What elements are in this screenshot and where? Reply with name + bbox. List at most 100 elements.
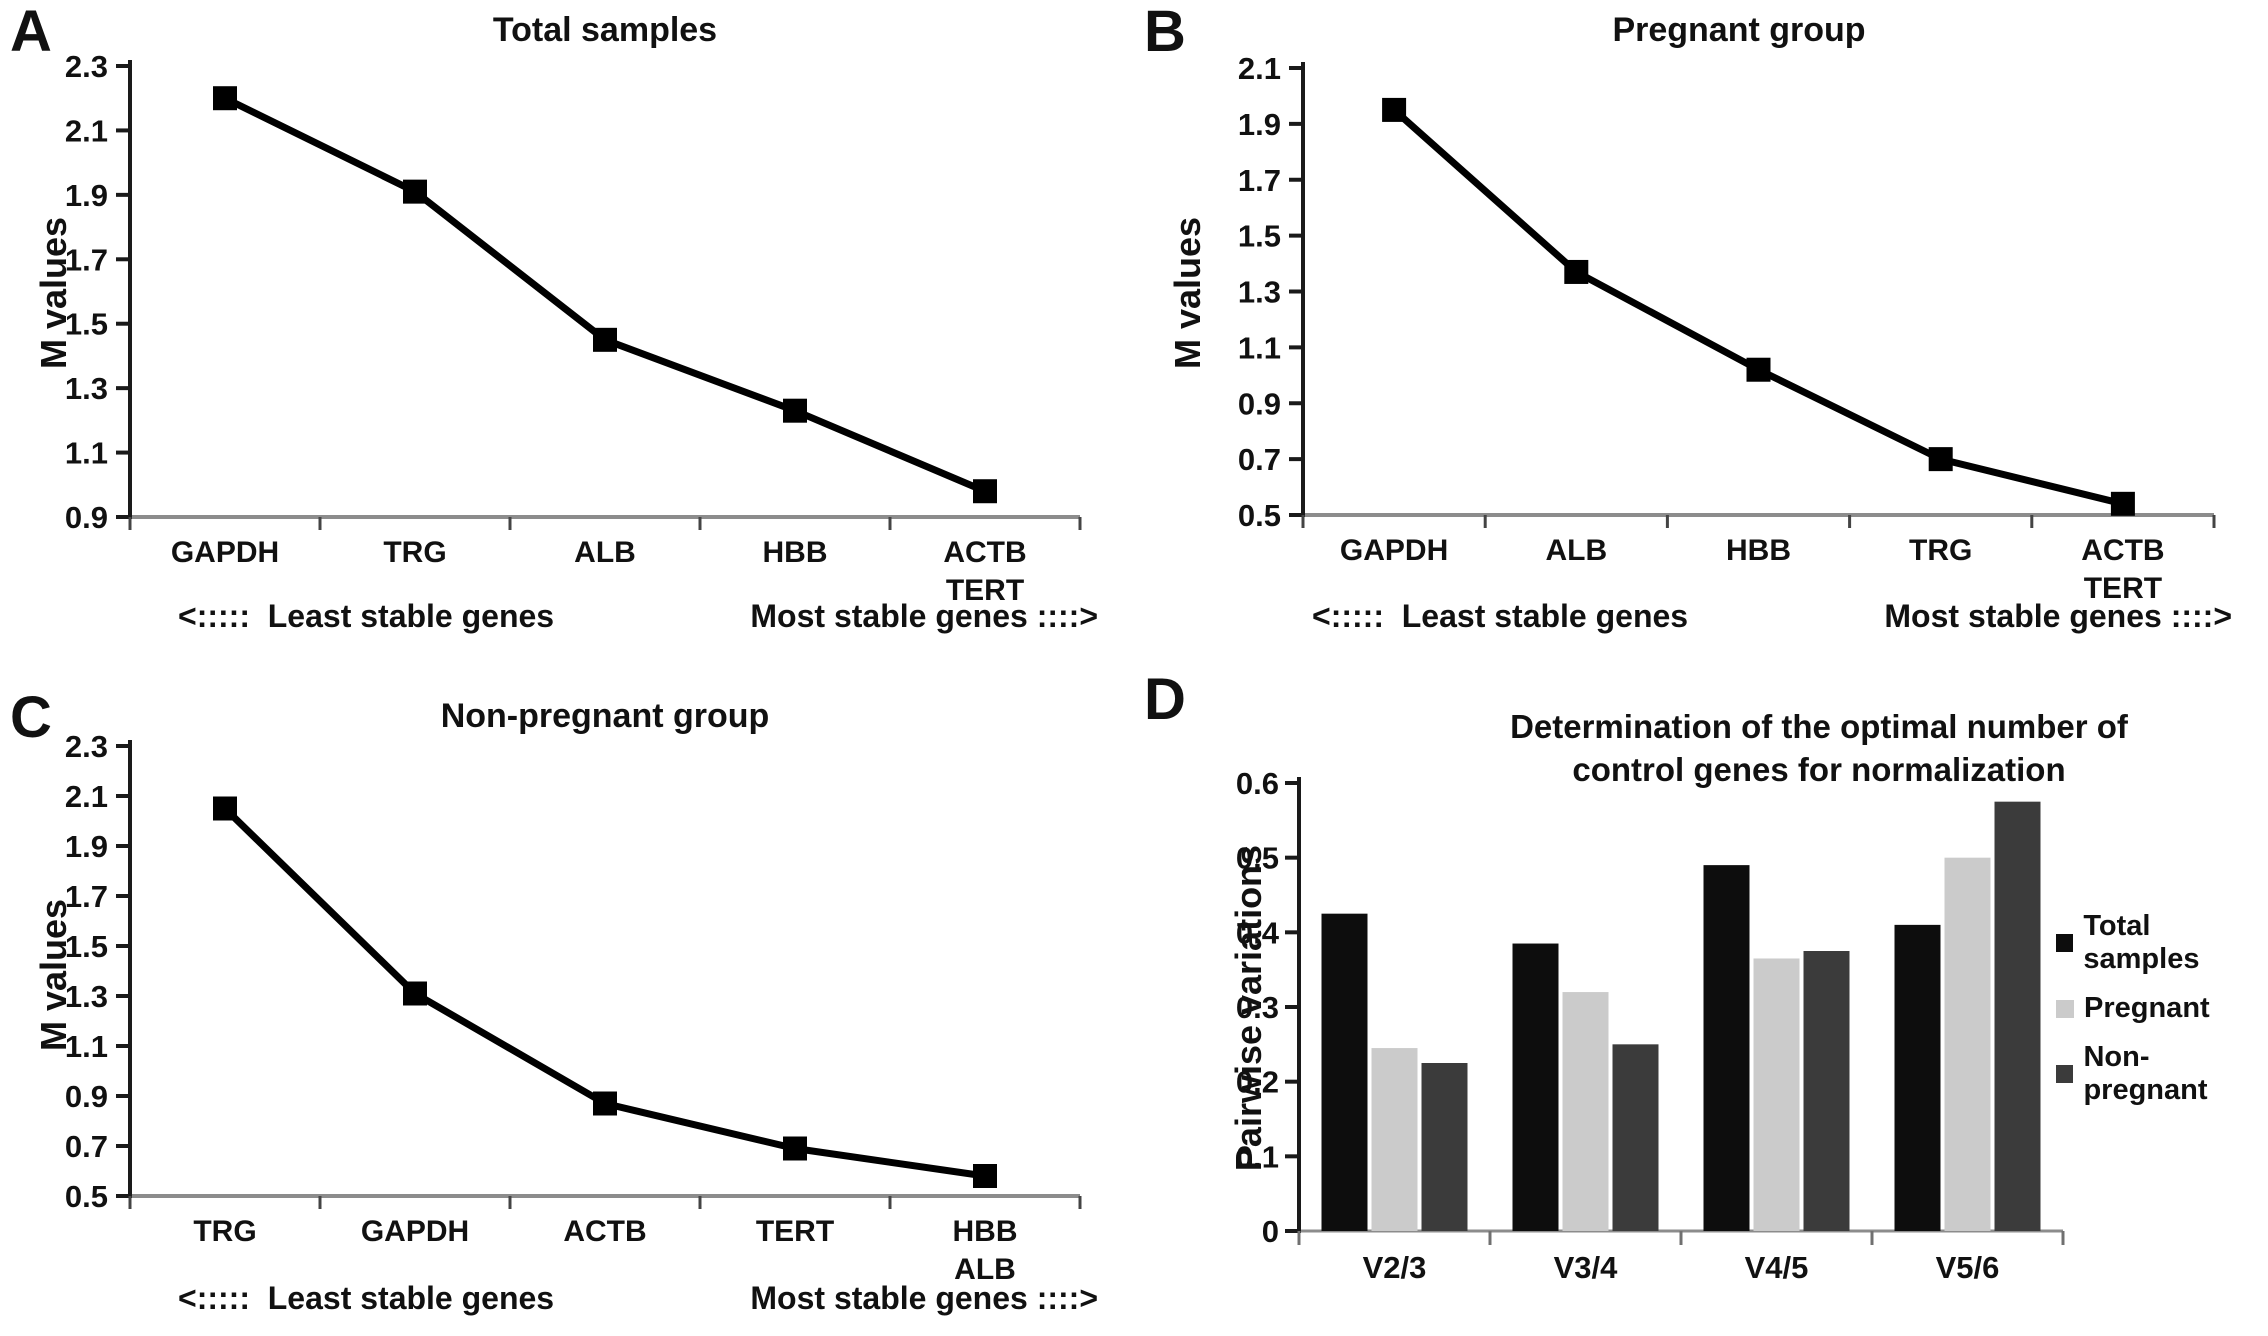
panel-total-samples: A Total samples M values 2.3 2.1 1.9 1.7 1.5… [0, 0, 1134, 668]
x-category-label: V5/6 [1936, 1250, 2000, 1285]
bar-total-samples-v5-6 [1894, 924, 1941, 1231]
data-point-alb [1564, 259, 1589, 284]
legend-swatch-non-pregnant [2056, 1065, 2074, 1083]
y-tick-label: 0.1 [1236, 1139, 1279, 1174]
y-tick-label: 1.7 [65, 242, 108, 277]
data-line [222, 805, 986, 1180]
most-stable-label: Most stable genes ::::> [750, 1280, 1098, 1316]
y-tick-label: 0.3 [1236, 990, 1279, 1025]
legend-label-total-samples: Total samples [2083, 910, 2200, 975]
data-point-trg [213, 796, 237, 821]
y-tick-label: 1.1 [65, 1029, 108, 1064]
data-point-trg [1928, 447, 1953, 472]
x-category-label: V3/4 [1554, 1250, 1619, 1285]
y-tick-label: 0.4 [1236, 915, 1280, 950]
data-line [1391, 107, 2124, 508]
panel-non-pregnant-group: C Non-pregnant group M values 2.3 2.1 1.9 1… [0, 668, 1134, 1336]
legend: Total samples Pregnant Non-pregnant [2056, 910, 2268, 1107]
legend-item-pregnant: Pregnant [2056, 992, 2268, 1025]
chart-title-optimal-control-genes: Determination of the optimal number of c… [1510, 708, 2128, 788]
chart-title-pregnant-group: Pregnant group [1612, 11, 1866, 49]
data-point-hbb [1746, 357, 1771, 382]
stability-annotations: <::::: Least stable genes Most stable ge… [178, 598, 1098, 635]
y-tick-label: 0 [1262, 1214, 1279, 1249]
data-point-gapdh [1382, 97, 1407, 122]
x-category-label: ALB [1545, 534, 1607, 567]
y-tick-label: 1.9 [65, 178, 108, 213]
x-category-label: GAPDH [171, 536, 279, 569]
y-tick-label: 1.3 [65, 371, 108, 406]
data-point-gapdh [403, 981, 427, 1006]
x-category-label: HBB [763, 536, 828, 569]
data-line [223, 95, 987, 495]
bar-total-samples-v4-5 [1703, 865, 1750, 1231]
data-point-actb [973, 479, 997, 504]
y-tick-label: 2.1 [65, 779, 108, 814]
bar-non-pregnant-v5-6 [1994, 801, 2041, 1231]
x-category-label: ACTB TERT [2081, 534, 2164, 605]
bar-pregnant-v2-3 [1371, 1048, 1418, 1231]
line-chart-pregnant-group: 2.1 1.9 1.7 1.5 1.3 1.1 0.9 0.7 0.5 GAPDH ALB HBB TR… [1238, 51, 2216, 605]
least-stable-label: <::::: Least stable genes [1312, 598, 1689, 634]
x-category-label: GAPDH [361, 1215, 469, 1248]
y-tick-label: 2.3 [65, 49, 108, 84]
data-point-actb [2110, 491, 2135, 516]
y-tick-label: 2.3 [65, 729, 108, 764]
bar-pregnant-v5-6 [1944, 857, 1991, 1231]
data-point-alb [593, 327, 617, 352]
data-point-hbb [973, 1164, 997, 1188]
y-tick-label: 1.7 [65, 879, 108, 914]
x-category-label: TRG [1909, 534, 1972, 567]
bar-non-pregnant-v3-4 [1612, 1044, 1659, 1231]
data-point-tert [783, 1136, 807, 1161]
y-tick-label: 2.1 [1238, 51, 1281, 86]
y-tick-label: 1.5 [65, 929, 108, 964]
bar-pregnant-v3-4 [1562, 992, 1609, 1231]
y-tick-label: 1.1 [65, 436, 108, 471]
legend-swatch-total-samples [2056, 934, 2074, 952]
legend-label-non-pregnant: Non-pregnant [2083, 1041, 2208, 1106]
x-category-label: ACTB [563, 1215, 646, 1248]
data-point-actb [593, 1091, 617, 1116]
panel-pairwise-variations: D Determination of the optimal number of… [1134, 668, 2268, 1336]
bar-total-samples-v3-4 [1512, 943, 1559, 1231]
y-tick-label: 1.5 [65, 307, 108, 342]
data-point-trg [403, 179, 427, 204]
x-category-label: V4/5 [1745, 1250, 1809, 1285]
least-stable-label: <::::: Least stable genes [178, 1280, 555, 1316]
y-tick-label: 2.1 [65, 113, 108, 148]
y-tick-label: 1.9 [1238, 107, 1281, 142]
line-chart-non-pregnant-group: 2.3 2.1 1.9 1.7 1.5 1.3 1.1 0.9 0.7 0.5 TRG GAPDH AC… [65, 729, 1082, 1286]
y-tick-label: 0.7 [65, 1129, 108, 1164]
data-point-gapdh [213, 86, 237, 111]
data-point-hbb [783, 398, 807, 423]
bar-non-pregnant-v4-5 [1803, 951, 1850, 1231]
y-tick-label: 1.1 [1238, 330, 1281, 365]
bar-non-pregnant-v2-3 [1421, 1063, 1468, 1231]
legend-item-total-samples: Total samples [2056, 910, 2268, 976]
chart-title-total-samples: Total samples [492, 11, 718, 49]
y-tick-label: 0.5 [1238, 498, 1281, 533]
legend-item-non-pregnant: Non-pregnant [2056, 1041, 2268, 1107]
legend-swatch-pregnant [2056, 999, 2074, 1018]
x-category-label: ALB [574, 536, 636, 569]
panel-letter-a: A [10, 0, 52, 64]
panel-letter-d: D [1144, 667, 1186, 732]
y-tick-label: 0.9 [1238, 386, 1281, 421]
y-tick-label: 1.3 [65, 979, 108, 1014]
legend-label-pregnant: Pregnant [2084, 992, 2210, 1024]
y-tick-label: 0.5 [1236, 841, 1279, 876]
most-stable-label: Most stable genes ::::> [750, 598, 1098, 634]
y-tick-label: 1.5 [1238, 219, 1281, 254]
y-tick-label: 0.2 [1236, 1065, 1279, 1100]
y-tick-label: 1.9 [65, 829, 108, 864]
chart-title-non-pregnant-group: Non-pregnant group [440, 697, 770, 735]
bar-chart-pairwise-variations: 0.6 0.5 0.4 0.3 0.2 0.1 0 V2/3 V3/4 V4/5 V5/6 [1236, 766, 2065, 1285]
x-category-label: HBB ALB [953, 1215, 1018, 1286]
bar-pregnant-v4-5 [1753, 958, 1800, 1231]
bar-total-samples-v2-3 [1321, 913, 1368, 1231]
y-tick-label: 0.9 [65, 1079, 108, 1114]
line-chart-total-samples: 2.3 2.1 1.9 1.7 1.5 1.3 1.1 0.9 GAPDH TRG ALB HBB AC… [65, 49, 1082, 607]
y-tick-label: 0.9 [65, 500, 108, 535]
